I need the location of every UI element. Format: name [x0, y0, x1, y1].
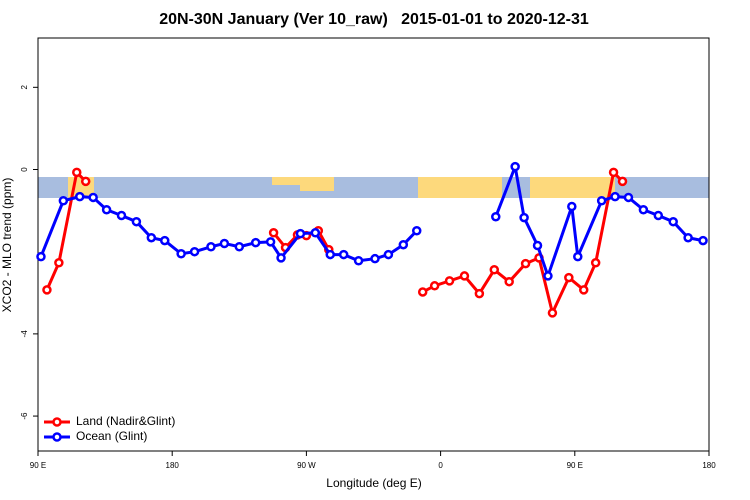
data-point [206, 242, 216, 252]
map-strip [38, 177, 709, 198]
data-point [504, 276, 514, 287]
data-point [295, 228, 306, 239]
data-point [268, 228, 279, 238]
data-point [510, 161, 520, 172]
data-point [42, 285, 52, 295]
data-point [36, 251, 46, 262]
data-point [88, 192, 98, 203]
data-point [131, 216, 142, 227]
data-point [474, 288, 485, 299]
data-point [668, 216, 678, 227]
legend-marker [52, 432, 62, 442]
data-point [101, 205, 112, 215]
data-point [573, 251, 583, 262]
data-point [146, 232, 157, 243]
data-point [353, 255, 364, 266]
data-point [519, 212, 529, 223]
data-point [459, 271, 470, 281]
data-point [189, 246, 200, 257]
data-point [617, 176, 628, 187]
x-tick-label: 180 [702, 461, 716, 470]
data-point [578, 285, 589, 295]
data-point [325, 249, 336, 260]
data-point [596, 195, 607, 206]
data-point [265, 237, 276, 247]
legend-label: Land (Nadir&Glint) [76, 414, 175, 428]
data-point [547, 308, 558, 318]
data-point [491, 212, 501, 222]
data-point [567, 201, 577, 212]
chart-title: 20N-30N January (Ver 10_raw) 2015-01-01 … [159, 11, 589, 28]
data-point [80, 176, 91, 187]
data-point [310, 228, 321, 238]
data-point [638, 205, 649, 215]
data-point [520, 258, 531, 269]
x-tick-label: 90 W [297, 461, 316, 470]
data-point [276, 253, 286, 263]
y-tick-label: 2 [20, 85, 29, 90]
data-point [610, 191, 620, 202]
data-point [444, 276, 455, 286]
data-point [58, 195, 69, 206]
data-point [75, 191, 85, 202]
data-point [72, 167, 82, 178]
data-point [398, 239, 409, 250]
data-point [159, 235, 170, 246]
data-point [608, 167, 619, 178]
data-point [417, 287, 428, 297]
data-point [54, 258, 64, 268]
data-point [116, 210, 127, 221]
data-point [489, 265, 500, 275]
x-tick-label: 90 E [567, 461, 583, 470]
plot-frame [37, 37, 710, 452]
data-point [683, 232, 693, 243]
data-point [429, 281, 440, 291]
x-tick-label: 0 [438, 461, 443, 470]
legend-marker [52, 417, 62, 427]
data-point [338, 249, 349, 260]
y-tick-label: -6 [20, 412, 29, 420]
data-point [370, 253, 380, 264]
data-point [623, 192, 634, 203]
data-point [411, 225, 422, 236]
data-point [176, 248, 186, 259]
x-axis-label: Longitude (deg E) [326, 476, 421, 490]
data-point [590, 258, 601, 268]
data-point [698, 235, 708, 246]
x-tick-label: 180 [166, 461, 180, 470]
data-point [219, 238, 230, 249]
y-tick-label: -4 [20, 330, 29, 338]
data-point [234, 242, 245, 252]
x-tick-label: 90 E [30, 461, 46, 470]
data-point [543, 271, 553, 281]
data-point [564, 272, 574, 283]
data-point [250, 237, 261, 248]
data-point [653, 210, 664, 221]
legend-label: Ocean (Glint) [76, 429, 147, 443]
y-axis-label: XCO2 - MLO trend (ppm) [0, 178, 14, 313]
y-tick-label: 0 [20, 167, 29, 172]
data-point [383, 249, 394, 260]
data-point [532, 240, 543, 251]
